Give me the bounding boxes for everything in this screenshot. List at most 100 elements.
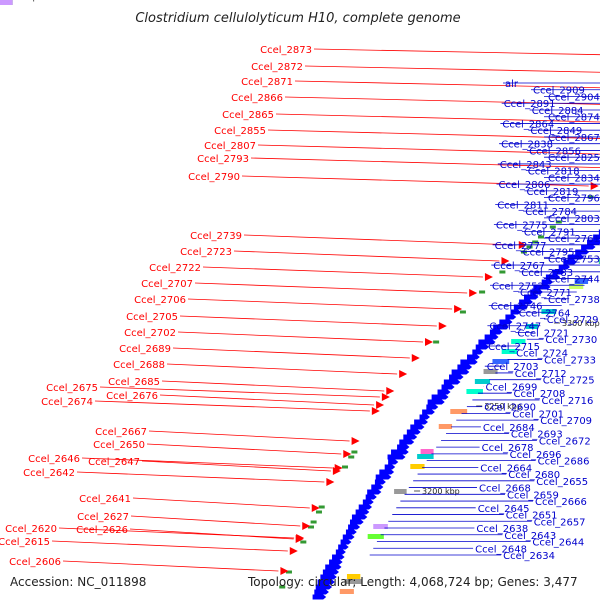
- right-gene-label[interactable]: Ccel_2634: [503, 551, 555, 562]
- right-gene-label[interactable]: Ccel_2648: [475, 544, 527, 555]
- left-gene-label[interactable]: Ccel_2723: [180, 247, 232, 258]
- right-gene-label[interactable]: Ccel_2724: [516, 349, 568, 360]
- right-gene-label[interactable]: Ccel_2668: [479, 484, 531, 495]
- right-gene-label[interactable]: Ccel_2909: [533, 86, 585, 97]
- left-gene-label[interactable]: Ccel_2627: [77, 512, 129, 523]
- left-gene-label[interactable]: Ccel_2873: [260, 45, 312, 56]
- right-gene-label[interactable]: Ccel_2753: [548, 254, 600, 265]
- right-gene-label[interactable]: Ccel_2803: [548, 214, 600, 225]
- right-gene-label[interactable]: Ccel_2645: [478, 504, 530, 515]
- right-gene-label[interactable]: Ccel_2744: [548, 275, 600, 286]
- right-gene-label[interactable]: Ccel_2796: [548, 194, 600, 205]
- right-gene-label[interactable]: Ccel_2752: [492, 281, 544, 292]
- right-gene-label[interactable]: Ccel_2729: [547, 315, 599, 326]
- right-gene-label[interactable]: Ccel_2738: [548, 295, 600, 306]
- left-gene-label[interactable]: Ccel_2739: [190, 231, 242, 242]
- right-gene-label[interactable]: alr: [505, 79, 519, 90]
- left-gene-label[interactable]: Ccel_2790: [188, 172, 240, 183]
- right-gene-label[interactable]: Ccel_2643: [504, 531, 556, 542]
- right-gene-label[interactable]: Ccel_2666: [535, 497, 587, 508]
- left-gene-label[interactable]: Ccel_2865: [222, 110, 274, 121]
- right-gene-label[interactable]: Ccel_2791: [524, 227, 576, 238]
- right-gene-labels[interactable]: alrCcel_2909Ccel_2904Ccel_2891Ccel_2884C…: [475, 79, 600, 562]
- left-gene-labels[interactable]: Ccel_2873 Ccel_2872 Ccel_2871 Ccel_2866 Ccel…: [0, 45, 312, 568]
- left-gene-label[interactable]: Ccel_2871: [241, 77, 293, 88]
- right-gene-label[interactable]: Ccel_2856: [529, 146, 581, 157]
- right-gene-label[interactable]: Ccel_2775: [496, 221, 548, 232]
- right-gene-label[interactable]: Ccel_2725: [543, 376, 595, 387]
- right-gene-label[interactable]: Ccel_2867: [548, 133, 600, 144]
- right-gene-label[interactable]: Ccel_2767: [493, 261, 545, 272]
- left-gene-label[interactable]: Ccel_2707: [141, 279, 193, 290]
- right-gene-label[interactable]: Ccel_2730: [545, 335, 597, 346]
- right-gene-label[interactable]: Ccel_2672: [539, 436, 591, 447]
- right-gene-label[interactable]: Ccel_2703: [487, 362, 539, 373]
- right-gene-label[interactable]: Ccel_2771: [520, 288, 572, 299]
- left-gene-label[interactable]: Ccel_2675: [46, 383, 98, 394]
- left-gene-label[interactable]: Ccel_2702: [124, 328, 176, 339]
- right-gene-label[interactable]: Ccel_2819: [527, 187, 579, 198]
- right-gene-label[interactable]: Ccel_2686: [538, 457, 590, 468]
- right-gene-label[interactable]: Ccel_2874: [548, 113, 600, 124]
- right-gene-label[interactable]: Ccel_2904: [548, 92, 600, 103]
- right-gene-label[interactable]: Ccel_2638: [476, 524, 528, 535]
- right-gene-label[interactable]: Ccel_2795: [523, 248, 575, 259]
- right-gene-label[interactable]: Ccel_2657: [534, 517, 586, 528]
- right-gene-label[interactable]: Ccel_2715: [488, 342, 540, 353]
- right-gene-label[interactable]: Ccel_2849: [530, 126, 582, 137]
- right-gene-label[interactable]: Ccel_2764: [519, 308, 571, 319]
- right-gene-label[interactable]: Ccel_2811: [497, 200, 549, 211]
- left-gene-label[interactable]: Ccel_2647: [88, 457, 140, 468]
- left-gene-label[interactable]: Ccel_2872: [251, 62, 303, 73]
- right-gene-label[interactable]: Ccel_2838: [501, 140, 553, 151]
- left-gene-label[interactable]: Ccel_2641: [79, 494, 131, 505]
- right-gene-label[interactable]: Ccel_2678: [482, 443, 534, 454]
- left-gene-label[interactable]: Ccel_2642: [23, 468, 75, 479]
- left-gene-label[interactable]: Ccel_2685: [108, 377, 160, 388]
- right-gene-label[interactable]: Ccel_2784: [525, 207, 577, 218]
- left-gene-label[interactable]: Ccel_2676: [106, 391, 158, 402]
- right-gene-label[interactable]: Ccel_2684: [483, 423, 535, 434]
- left-gene-label[interactable]: Ccel_2620: [5, 524, 57, 535]
- right-gene-label[interactable]: Ccel_2746: [491, 302, 543, 313]
- right-gene-label[interactable]: Ccel_2699: [486, 382, 538, 393]
- left-gene-label[interactable]: Ccel_2793: [197, 154, 249, 165]
- right-gene-label[interactable]: Ccel_2843: [500, 160, 552, 171]
- right-gene-label[interactable]: Ccel_2721: [517, 328, 569, 339]
- right-gene-label[interactable]: Ccel_2716: [542, 396, 594, 407]
- left-gene-label[interactable]: Ccel_2688: [113, 360, 165, 371]
- right-gene-label[interactable]: Ccel_2644: [532, 538, 584, 549]
- right-gene-label[interactable]: Ccel_2783: [521, 268, 573, 279]
- right-gene-label[interactable]: Ccel_2777: [495, 241, 547, 252]
- right-gene-label[interactable]: Ccel_2690: [484, 403, 536, 414]
- left-gene-label[interactable]: Ccel_2706: [134, 295, 186, 306]
- right-gene-label[interactable]: Ccel_2825: [548, 153, 600, 164]
- right-gene-label[interactable]: Ccel_2733: [544, 355, 596, 366]
- left-gene-label[interactable]: Ccel_2650: [93, 440, 145, 451]
- right-gene-label[interactable]: Ccel_2659: [507, 490, 559, 501]
- right-gene-label[interactable]: Ccel_2655: [536, 477, 588, 488]
- left-gene-label[interactable]: Ccel_2674: [41, 397, 93, 408]
- right-gene-label[interactable]: Ccel_2864: [502, 119, 554, 130]
- right-gene-label[interactable]: Ccel_2834: [548, 173, 600, 184]
- left-gene-label[interactable]: Ccel_2866: [231, 93, 283, 104]
- left-gene-label[interactable]: Ccel_2626: [76, 525, 128, 536]
- right-gene-label[interactable]: Ccel_2708: [514, 389, 566, 400]
- left-gene-label[interactable]: Ccel_2667: [95, 427, 147, 438]
- left-gene-label[interactable]: Ccel_2705: [126, 312, 178, 323]
- right-gene-label[interactable]: Ccel_2693: [511, 430, 563, 441]
- left-gene-label[interactable]: Ccel_2646: [28, 454, 80, 465]
- right-gene-label[interactable]: Ccel_2891: [504, 99, 556, 110]
- left-gene-label[interactable]: Ccel_2807: [204, 141, 256, 152]
- right-gene-label[interactable]: Ccel_2747: [489, 322, 541, 333]
- right-gene-label[interactable]: Ccel_2680: [508, 470, 560, 481]
- right-gene-label[interactable]: Ccel_2651: [506, 511, 558, 522]
- right-gene-label[interactable]: Ccel_2761: [548, 234, 600, 245]
- right-gene-label[interactable]: Ccel_2664: [480, 463, 532, 474]
- right-gene-label[interactable]: Ccel_2701: [512, 409, 564, 420]
- right-gene-label[interactable]: Ccel_2696: [510, 450, 562, 461]
- left-gene-label[interactable]: Ccel_2689: [119, 344, 171, 355]
- right-gene-label[interactable]: Ccel_2709: [540, 416, 592, 427]
- left-gene-label[interactable]: Ccel_2615: [0, 537, 50, 548]
- left-gene-label[interactable]: Ccel_2606: [9, 557, 61, 568]
